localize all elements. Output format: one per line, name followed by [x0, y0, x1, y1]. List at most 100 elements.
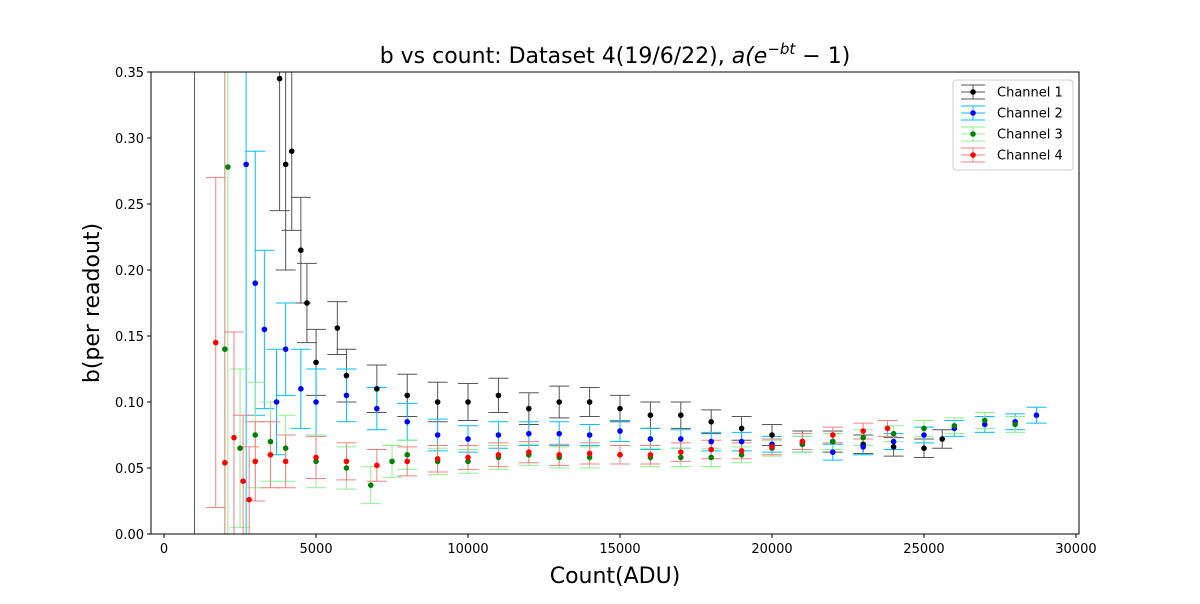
data-point [298, 386, 304, 392]
data-point [282, 458, 289, 465]
data-point [860, 444, 866, 450]
y-tick-label: 0.10 [115, 396, 144, 411]
data-point [404, 392, 411, 399]
data-point [212, 339, 219, 346]
data-point [276, 75, 283, 82]
legend-label: Channel 3 [997, 128, 1063, 143]
data-point [495, 452, 502, 458]
data-point [708, 446, 715, 453]
data-point [829, 432, 836, 438]
data-point [267, 452, 274, 458]
data-point [981, 421, 988, 428]
data-point [556, 430, 563, 437]
data-point [298, 247, 304, 253]
legend-marker [970, 131, 976, 137]
title-text: b vs count: Dataset 4(19/6/22), [380, 44, 732, 69]
y-axis-label: b(per readout) [80, 223, 105, 383]
data-point [738, 438, 745, 445]
data-point [769, 444, 775, 450]
axes: 0 5000 10000 15000 20000 25000 30000 0.00 0.05 0.… [115, 66, 1097, 557]
data-point [434, 432, 441, 438]
data-point [343, 392, 350, 399]
data-point [231, 434, 237, 441]
data-point [884, 425, 891, 432]
data-point [769, 432, 775, 438]
data-point [389, 458, 395, 465]
y-tick-label: 0.15 [115, 330, 144, 345]
data-point [288, 148, 295, 154]
data-point [708, 454, 715, 461]
data-point [465, 454, 471, 461]
data-point [313, 454, 319, 461]
data-point [434, 455, 441, 462]
data-point [829, 438, 836, 445]
data-point [252, 280, 259, 287]
x-tick-label: 0 [160, 542, 168, 557]
data-point [708, 438, 715, 445]
data-point [678, 454, 684, 461]
data-point [225, 164, 231, 170]
legend-marker [970, 89, 976, 95]
error-bar [184, 72, 205, 534]
data-point [647, 412, 654, 419]
data-point [799, 438, 806, 445]
axes-frame [150, 71, 1080, 535]
data-point [374, 405, 380, 412]
data-point [647, 436, 654, 442]
data-point [586, 454, 593, 461]
data-point [526, 449, 532, 455]
y-tick-label: 0.05 [115, 462, 144, 477]
data-point [1012, 421, 1018, 428]
data-point [738, 452, 745, 458]
data-point [222, 459, 228, 466]
data-point [617, 452, 623, 458]
title-formula: a(e [732, 44, 768, 69]
data-point [404, 452, 411, 458]
data-point [890, 430, 897, 437]
data-point [334, 325, 341, 331]
data-point [921, 432, 927, 438]
data-point [374, 462, 380, 469]
data-point [526, 430, 532, 437]
x-tick-label: 25000 [903, 542, 944, 557]
data-point [434, 399, 441, 405]
data-point [556, 399, 563, 405]
data-point [738, 425, 745, 432]
legend-label: Channel 2 [997, 107, 1063, 122]
data-point [981, 417, 988, 424]
y-tick-label: 0.35 [115, 66, 144, 81]
data-point [282, 161, 289, 168]
data-point [343, 458, 350, 465]
x-tick-label: 30000 [1055, 542, 1096, 557]
data-point [556, 452, 563, 458]
data-point [586, 450, 593, 457]
data-point [237, 445, 243, 452]
y-tick-label: 0.25 [115, 198, 144, 213]
data-point [939, 436, 946, 442]
data-point [222, 346, 228, 353]
plot-area [184, 72, 1047, 534]
data-point [495, 432, 502, 438]
data-point [261, 326, 268, 333]
data-point [243, 161, 249, 168]
data-point [678, 436, 684, 442]
data-point [465, 436, 471, 442]
data-point [404, 419, 411, 425]
data-point [267, 438, 274, 445]
data-point [617, 428, 623, 434]
data-point [951, 422, 958, 429]
data-point [738, 448, 745, 454]
legend-label: Channel 1 [997, 86, 1063, 101]
data-point [1033, 412, 1040, 419]
data-point [526, 405, 532, 412]
data-point [240, 478, 246, 485]
data-point [586, 432, 593, 438]
data-point [313, 399, 319, 405]
x-tick-label: 5000 [300, 542, 333, 557]
data-point [860, 434, 866, 441]
y-tick-label: 0.30 [115, 132, 144, 147]
data-point [860, 428, 866, 434]
x-tick-label: 15000 [599, 542, 640, 557]
data-point [273, 399, 280, 405]
